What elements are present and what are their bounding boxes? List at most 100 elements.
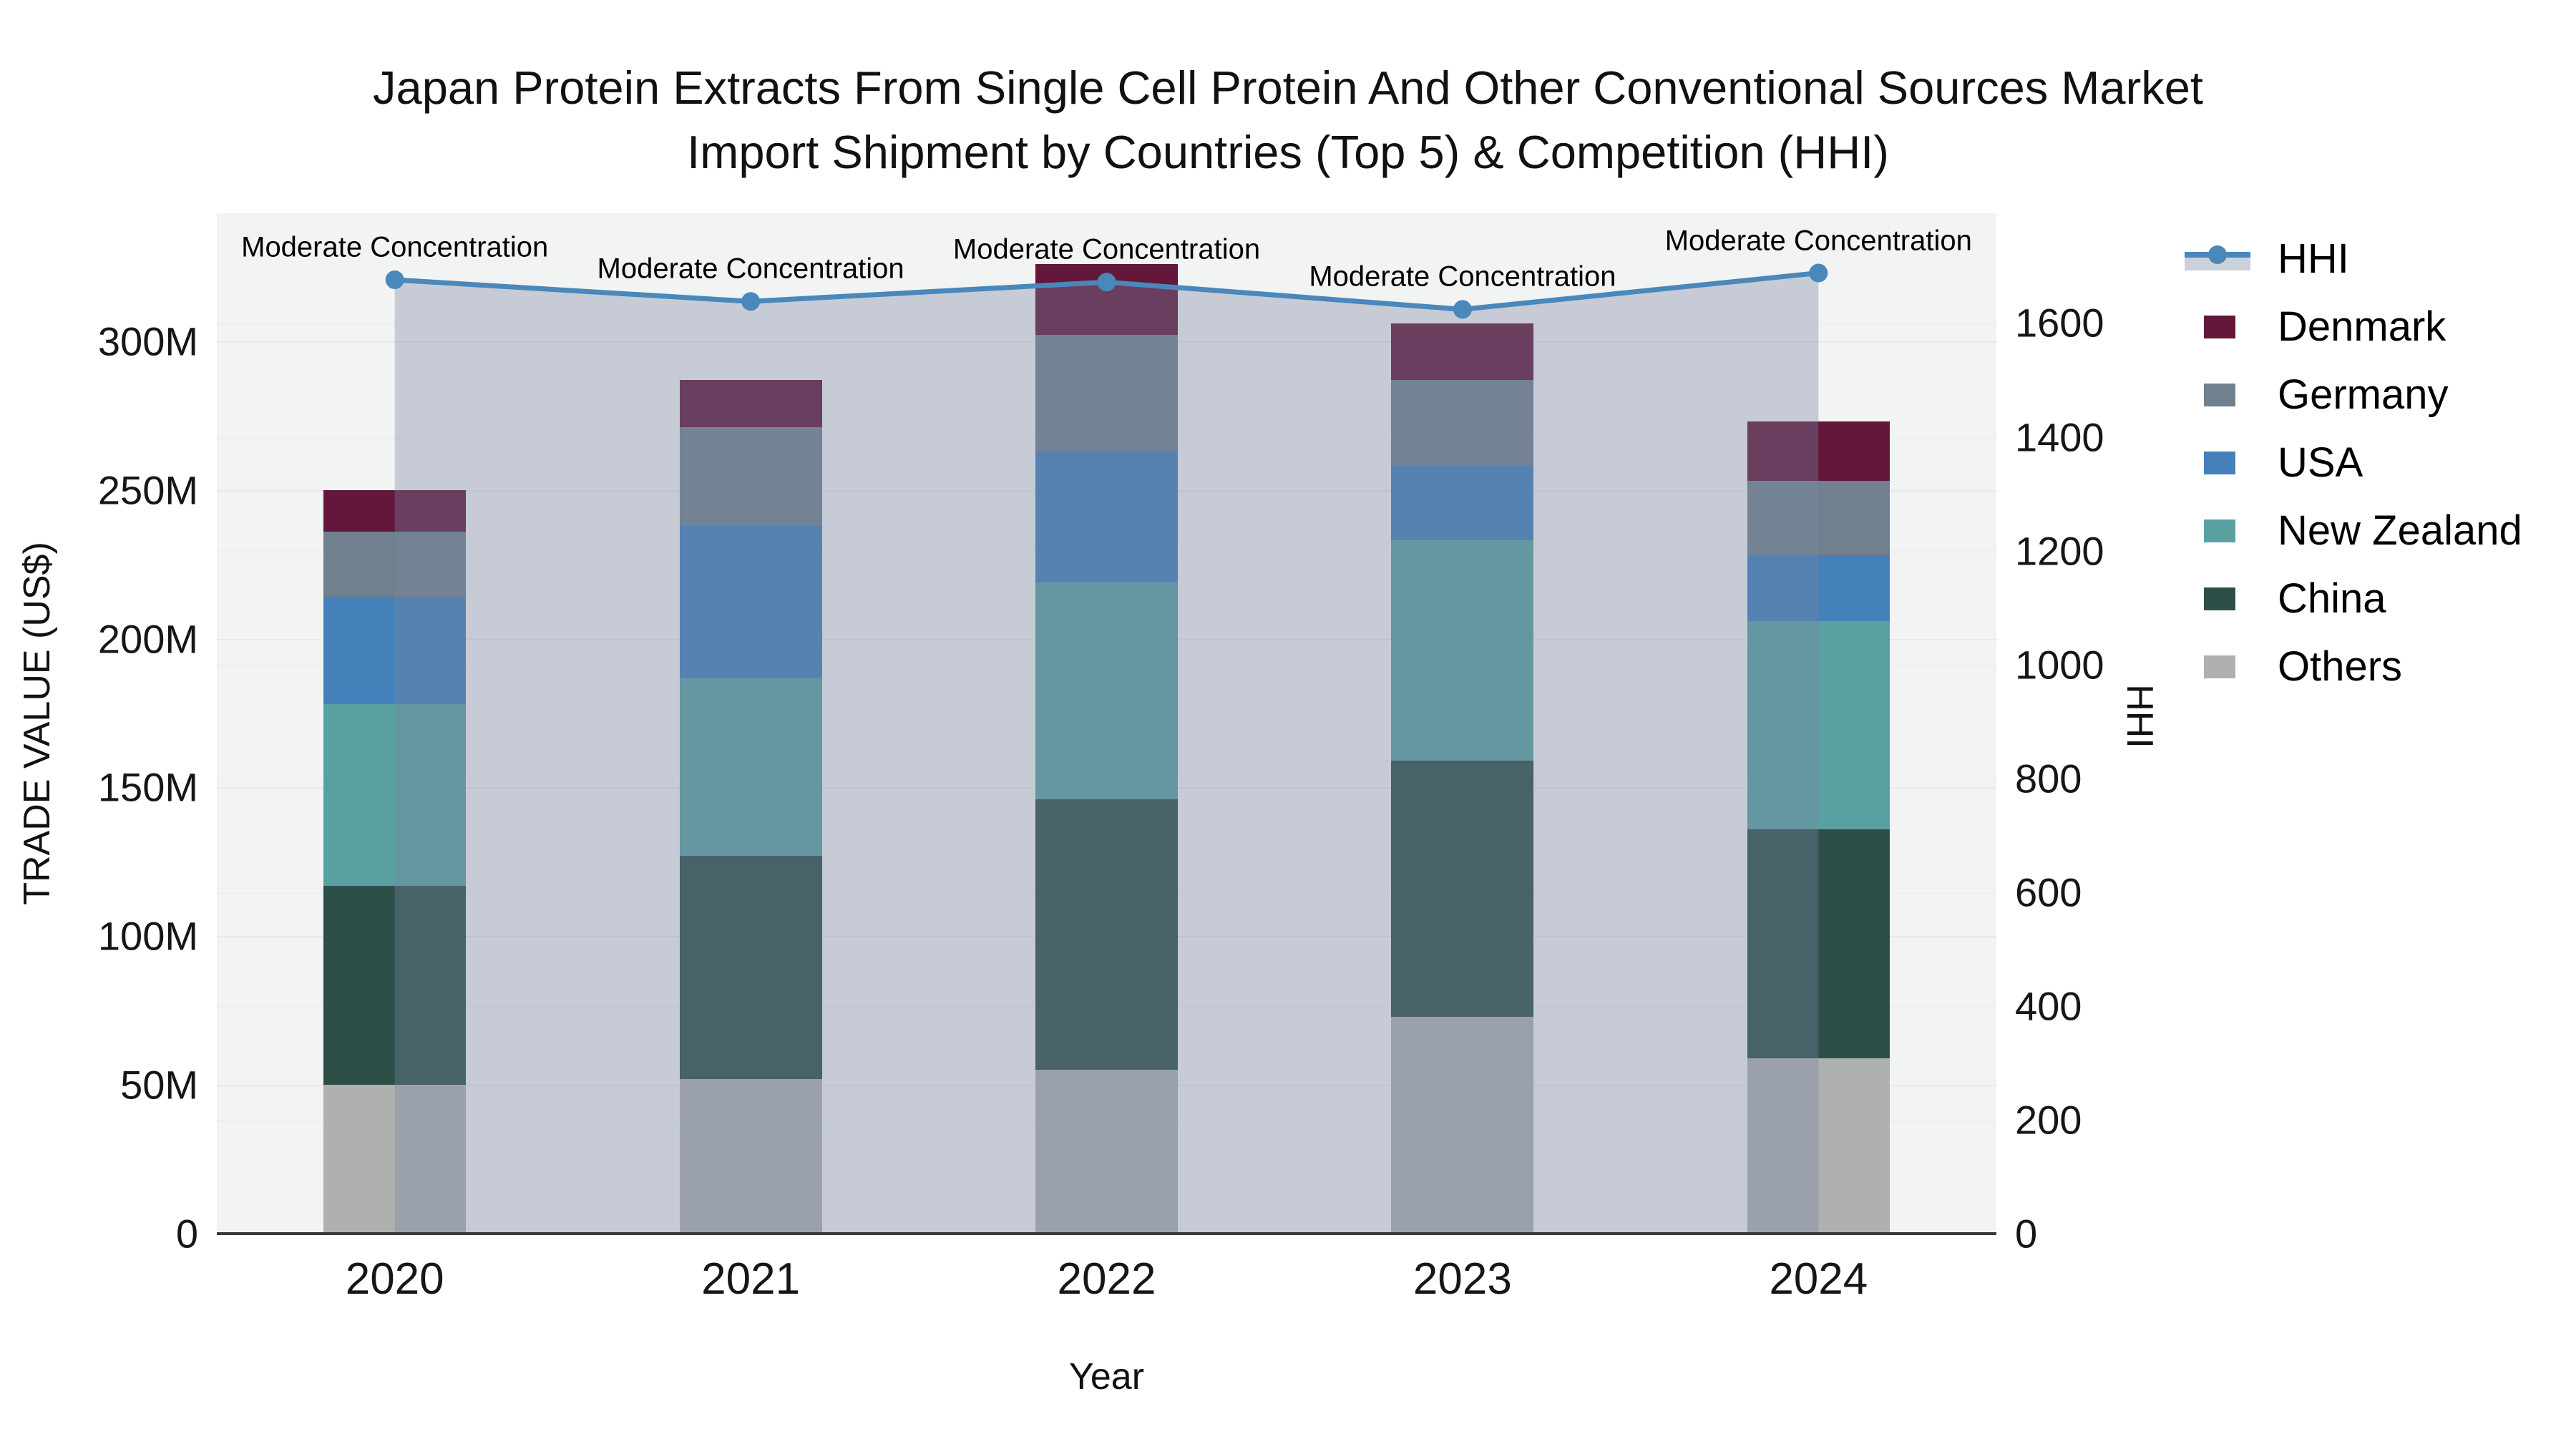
bar-segment-usa-2020	[323, 597, 467, 704]
y-left-tick-150M: 150M	[97, 764, 198, 810]
hhi-area-fill	[394, 273, 1819, 1234]
bar-segment-new-zealand-2021	[679, 677, 822, 857]
hhi-marker-2021	[741, 292, 761, 311]
legend-item-others[interactable]: Others	[2185, 633, 2522, 701]
bar-segment-others-2021	[679, 1078, 822, 1234]
x-tick-2023: 2023	[1413, 1254, 1512, 1304]
bar-segment-china-2021	[679, 856, 822, 1079]
legend-label: New Zealand	[2278, 507, 2522, 554]
legend-label: Denmark	[2278, 303, 2446, 350]
bar-segment-usa-2024	[1747, 555, 1890, 621]
legend-color-swatch	[2204, 655, 2235, 678]
bar-segment-usa-2021	[679, 525, 822, 678]
bar-segment-germany-2023	[1391, 379, 1534, 467]
y-right-tick-1600: 1600	[2015, 300, 2104, 346]
chart-title: Japan Protein Extracts From Single Cell …	[0, 56, 2576, 185]
legend-item-germany[interactable]: Germany	[2185, 361, 2522, 429]
bar-segment-usa-2023	[1391, 466, 1534, 541]
plot-area: Moderate Concentration Moderate Concentra…	[217, 213, 1996, 1235]
hhi-marker-2023	[1453, 300, 1472, 319]
y-axis-left-title: TRADE VALUE (US$)	[16, 542, 58, 905]
hhi-marker-2022	[1097, 273, 1116, 292]
legend-color-swatch	[2204, 451, 2235, 474]
legend-item-new-zealand[interactable]: New Zealand	[2185, 497, 2522, 565]
annotation-2024: Moderate Concentration	[1664, 225, 1972, 256]
usa-swatch	[2185, 451, 2263, 474]
y-right-tick-400: 400	[2015, 983, 2082, 1029]
bar-segment-germany-2020	[323, 531, 467, 597]
bar-segment-china-2023	[1391, 760, 1534, 1017]
x-axis-line	[217, 1232, 1996, 1235]
bar-segment-new-zealand-2020	[323, 704, 467, 886]
annotation-2022: Moderate Concentration	[952, 233, 1261, 265]
chart-title-line2: Import Shipment by Countries (Top 5) & C…	[687, 126, 1889, 178]
legend-color-swatch	[2204, 587, 2235, 610]
annotation-2020: Moderate Concentration	[241, 231, 549, 263]
legend-item-denmark[interactable]: Denmark	[2185, 293, 2522, 361]
annotation-2021: Moderate Concentration	[597, 253, 904, 285]
y-right-tick-1400: 1400	[2015, 414, 2104, 460]
x-tick-2020: 2020	[345, 1254, 444, 1304]
y-right-tick-800: 800	[2015, 756, 2082, 801]
bar-segment-china-2022	[1035, 799, 1178, 1070]
y-right-tick-0: 0	[2015, 1211, 2038, 1257]
legend-item-china[interactable]: China	[2185, 565, 2522, 633]
x-tick-2024: 2024	[1769, 1254, 1868, 1304]
chart-title-line1: Japan Protein Extracts From Single Cell …	[373, 62, 2203, 114]
bar-segment-denmark-2023	[1391, 323, 1534, 380]
hhi-line-layer	[385, 263, 1828, 1234]
legend-color-swatch	[2204, 519, 2235, 542]
hhi-sample-graphic	[2185, 245, 2250, 273]
y-right-tick-1200: 1200	[2015, 528, 2104, 574]
y-left-tick-300M: 300M	[97, 318, 198, 364]
new-zealand-swatch	[2185, 519, 2263, 542]
bar-segment-denmark-2021	[679, 379, 822, 428]
hhi-marker-2024	[1809, 263, 1828, 283]
legend-item-usa[interactable]: USA	[2185, 429, 2522, 497]
legend-color-swatch	[2204, 315, 2235, 338]
bar-segment-china-2020	[323, 885, 467, 1085]
y-left-tick-0: 0	[175, 1211, 198, 1257]
bar-segment-denmark-2020	[323, 489, 467, 532]
y-right-tick-600: 600	[2015, 869, 2082, 915]
bar-segment-others-2020	[323, 1085, 467, 1234]
x-tick-2021: 2021	[701, 1254, 801, 1304]
annotation-2023: Moderate Concentration	[1309, 260, 1616, 293]
china-swatch	[2185, 587, 2263, 610]
denmark-swatch	[2185, 315, 2263, 338]
bar-segment-denmark-2024	[1747, 421, 1890, 482]
y-left-tick-200M: 200M	[97, 616, 198, 661]
bar-segment-new-zealand-2022	[1035, 582, 1178, 800]
bar-segment-new-zealand-2023	[1391, 540, 1534, 761]
hhi-line-legend-sample	[2185, 245, 2263, 273]
legend-label: China	[2278, 575, 2386, 622]
x-axis-title: Year	[1068, 1356, 1145, 1397]
legend-item-hhi[interactable]: HHI	[2185, 225, 2522, 293]
bar-segment-china-2024	[1747, 829, 1890, 1058]
y-left-tick-50M: 50M	[120, 1062, 198, 1108]
legend-label: USA	[2278, 439, 2363, 486]
bar-segment-germany-2021	[679, 427, 822, 526]
legend-label: Others	[2278, 643, 2403, 690]
hhi-marker-2020	[385, 270, 404, 290]
y-axis-right-title: HHI	[2119, 684, 2160, 748]
x-tick-2022: 2022	[1057, 1254, 1156, 1304]
y-left-tick-250M: 250M	[97, 467, 198, 513]
bar-segment-germany-2022	[1035, 335, 1178, 452]
bar-segment-others-2022	[1035, 1070, 1178, 1234]
bar-segment-new-zealand-2024	[1747, 620, 1890, 829]
legend: HHI Denmark Germany USA New Zealand China Othe…	[2185, 225, 2522, 701]
bar-segment-germany-2024	[1747, 481, 1890, 556]
bar-segment-usa-2022	[1035, 451, 1178, 582]
y-right-tick-200: 200	[2015, 1097, 2082, 1143]
others-swatch	[2185, 655, 2263, 678]
hhi-marker-sample	[2208, 245, 2227, 264]
bar-segment-others-2024	[1747, 1058, 1890, 1234]
legend-color-swatch	[2204, 383, 2235, 406]
bar-segment-others-2023	[1391, 1016, 1534, 1234]
y-right-tick-1000: 1000	[2015, 642, 2104, 688]
y-left-tick-100M: 100M	[97, 913, 198, 959]
legend-label: Germany	[2278, 371, 2449, 418]
germany-swatch	[2185, 383, 2263, 406]
